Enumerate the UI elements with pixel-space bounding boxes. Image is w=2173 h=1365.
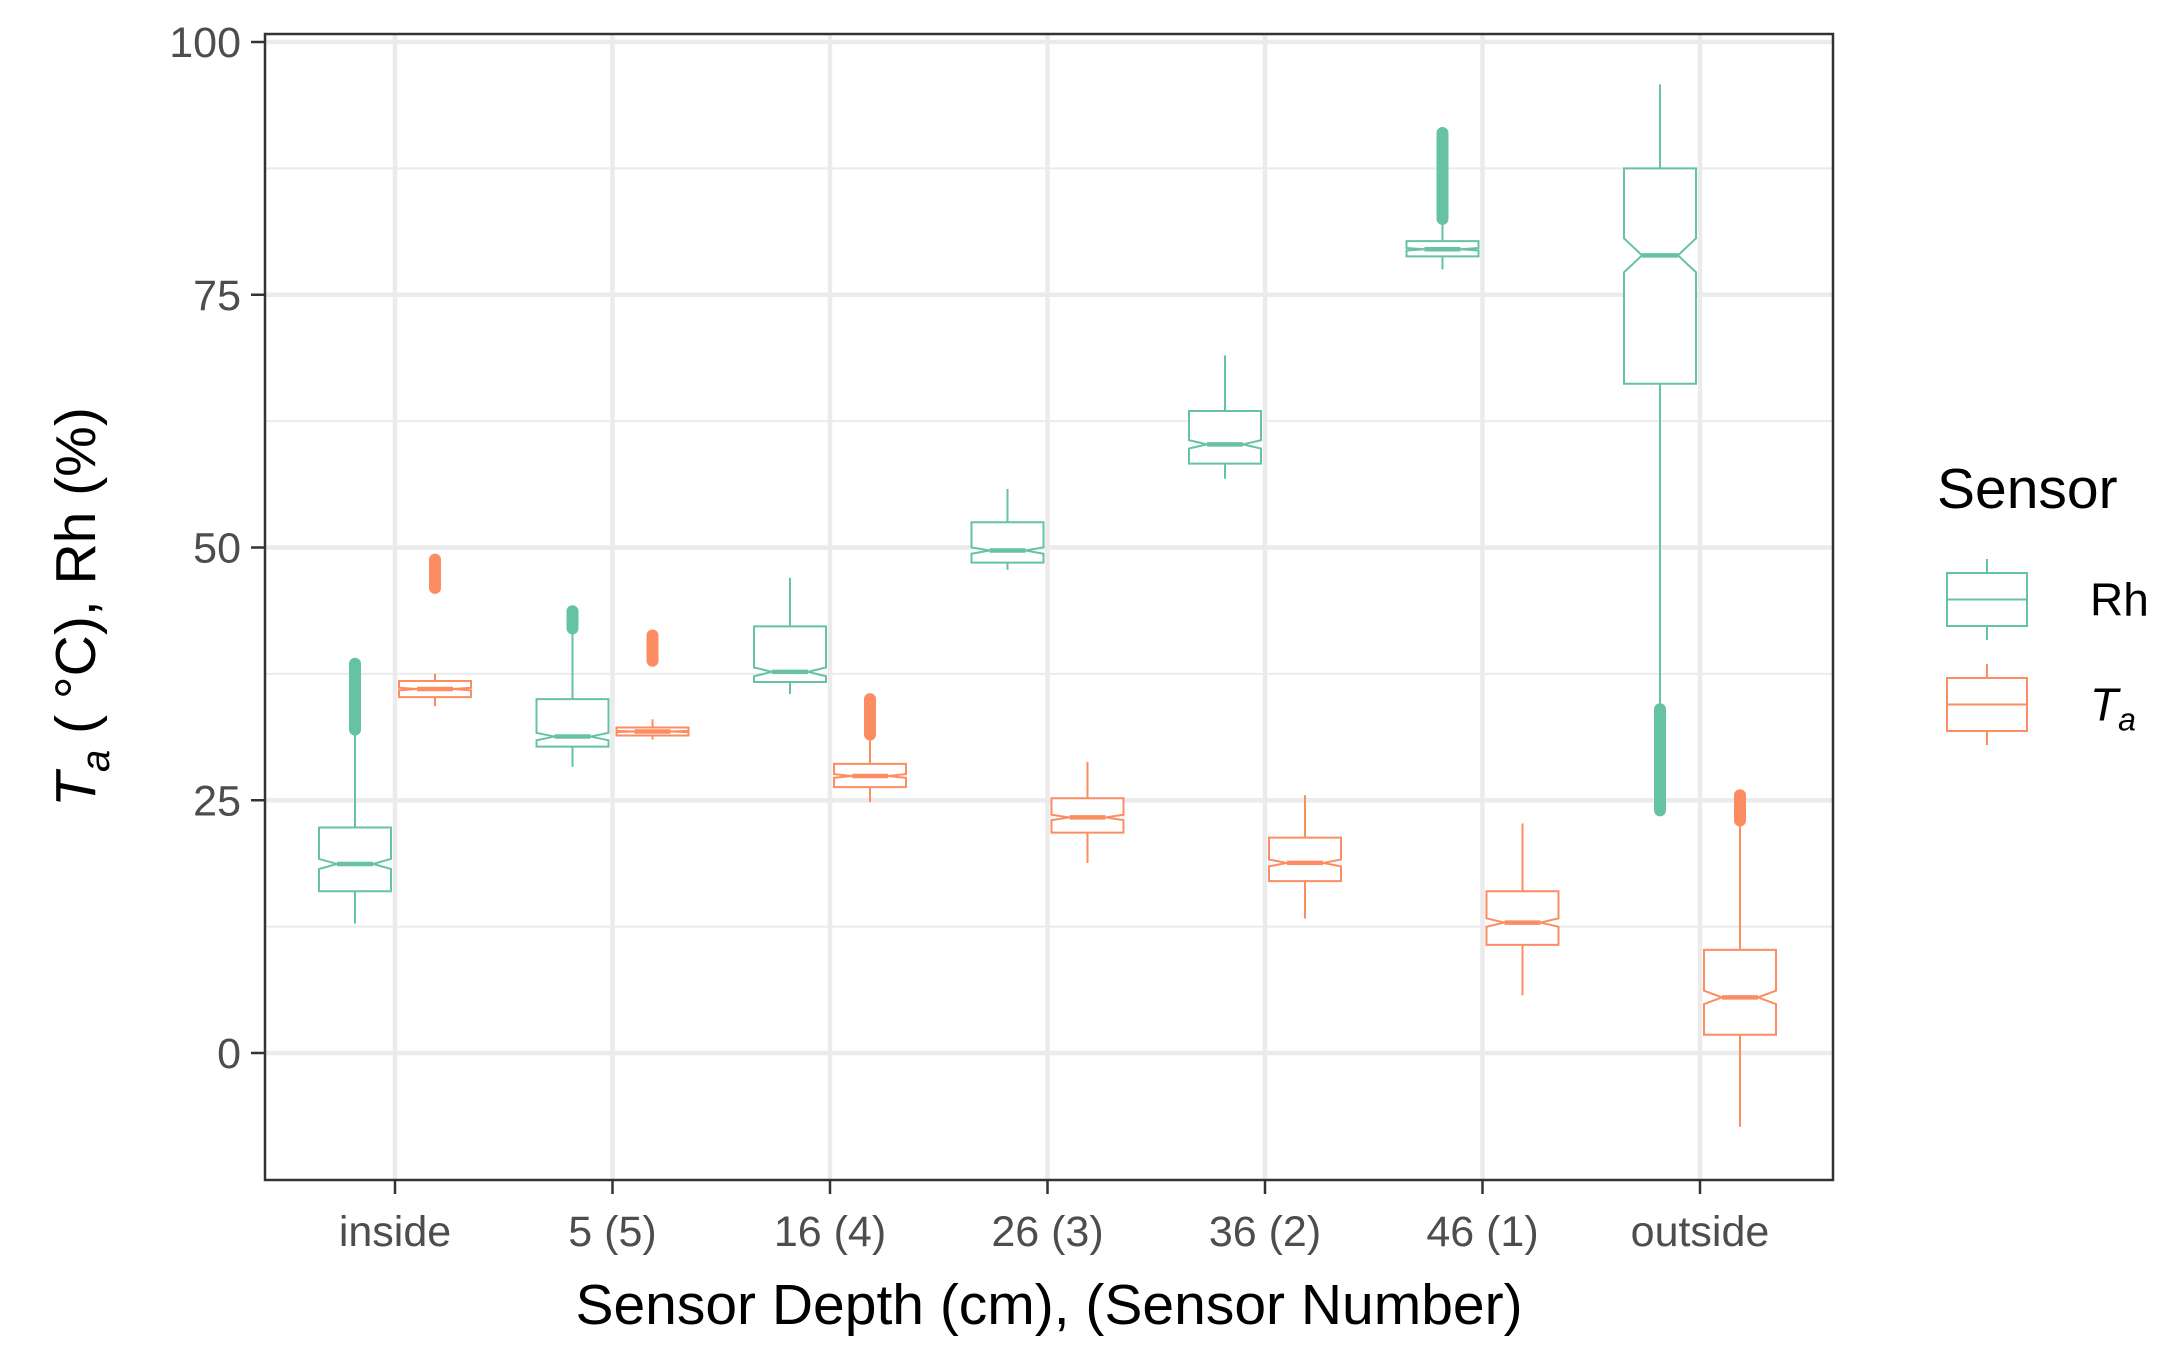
series-rh [318,84,1697,924]
box-rh [1188,355,1262,479]
box-body [753,625,827,683]
y-tick-label: 25 [193,777,241,825]
y-axis-title-subscript: a [74,750,118,772]
y-tick-label: 50 [193,525,241,573]
box-body [318,826,392,893]
box-body [1188,410,1262,465]
y-tick-label: 0 [217,1030,241,1078]
box-rh [970,488,1045,570]
box-ta [833,693,907,803]
outlier-points [566,605,579,635]
box-body [1485,890,1560,946]
panel-border [263,32,1835,1182]
legend-key-ta: Ta [1946,664,2136,745]
box-body [535,698,610,748]
y-axis-title-rest: ( °C), Rh (%) [44,407,108,750]
y-tick-label: 100 [169,19,241,67]
box-body [1268,836,1342,883]
box-plots [318,84,1777,1127]
x-tick-label: 5 (5) [568,1208,656,1256]
legend-keys: Rh Ta [1946,559,2149,745]
box-rh [318,657,392,924]
outlier-points [429,553,441,594]
box-rh [535,605,610,767]
box-ta [398,553,472,707]
outlier-points [1654,703,1666,817]
series-ta [398,553,1777,1127]
x-tick-label: 46 (1) [1426,1208,1538,1256]
box-body [970,521,1045,564]
box-rh [753,577,827,695]
legend-label-ta: Ta [2090,679,2136,738]
x-tick-label: 26 (3) [991,1208,1103,1256]
legend-key-rh: Rh [1946,559,2149,640]
box-ta [1268,795,1342,919]
x-axis-title: Sensor Depth (cm), (Sensor Number) [575,1273,1522,1337]
y-axis-title: Ta ( °C), Rh (%) [44,407,118,807]
outlier-points [1734,789,1746,827]
y-tick-label: 75 [193,272,241,320]
box-rh [1405,126,1480,270]
box-body [1703,948,1777,1036]
outlier-points [349,657,361,736]
box-ta [1050,761,1125,863]
box-ta [615,629,690,740]
outlier-points [1436,126,1449,225]
legend-title: Sensor [1937,457,2118,521]
box-ta [1485,823,1560,996]
grid-lines [265,34,1833,1180]
x-tick-label: outside [1631,1208,1770,1256]
x-tick-label: 16 (4) [774,1208,886,1256]
x-tick-label: inside [339,1208,451,1256]
outlier-points [864,693,876,741]
axes: 0 25 50 75 100 inside 5 (5) 16 (4) 26 (3) 36 (2) 4… [169,19,1769,1256]
x-tick-label: 36 (2) [1209,1208,1321,1256]
y-axis-title-symbol: T [44,768,108,807]
legend: Sensor Rh Ta [1937,457,2149,745]
box-ta [1703,789,1777,1127]
box-rh [1623,84,1697,817]
box-body [1623,167,1697,385]
legend-label-rh: Rh [2090,574,2149,626]
outlier-points [646,629,659,667]
